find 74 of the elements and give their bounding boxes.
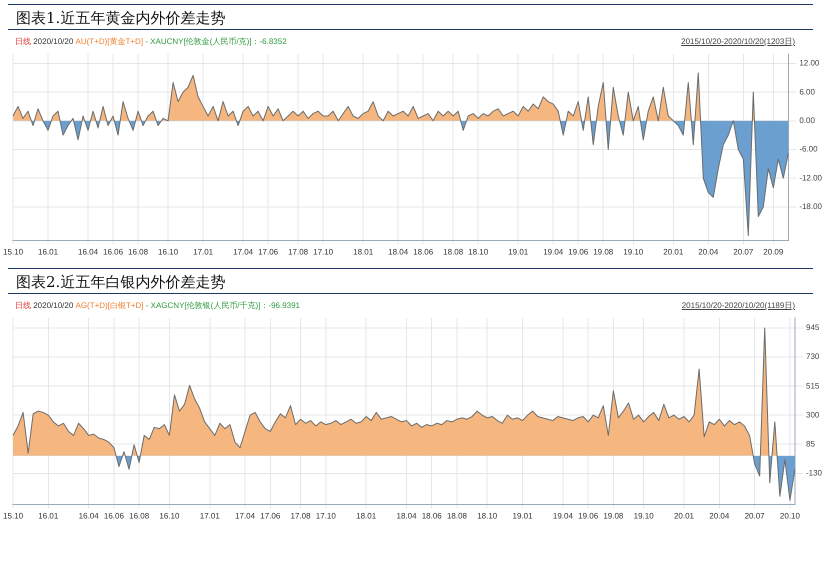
x-tick-label: 17.08 bbox=[288, 247, 309, 256]
x-tick-label: 17.01 bbox=[193, 247, 214, 256]
x-tick-label: 20.04 bbox=[698, 247, 719, 256]
text: AU(T+D)[黄金T+D] bbox=[76, 37, 144, 46]
chart-title: 图表1.近五年黄金内外价差走势 bbox=[8, 4, 813, 30]
x-tick-label: 16.08 bbox=[129, 511, 150, 520]
y-tick-label: 12.00 bbox=[799, 58, 820, 68]
x-tick-label: 20.04 bbox=[709, 511, 730, 520]
x-tick-label: 19.04 bbox=[552, 511, 574, 520]
x-tick-label: 18.08 bbox=[446, 511, 468, 520]
x-tick-label: 19.01 bbox=[512, 511, 534, 520]
text: AG(T+D)[白银T+D] bbox=[76, 301, 145, 310]
x-tick-label: 17.01 bbox=[200, 511, 220, 520]
x-tick-label: 16.01 bbox=[38, 511, 59, 520]
text: - XAUCNY[伦敦金(人民币/克)]：-6.8352 bbox=[145, 37, 287, 46]
chart-title: 图表2.近五年白银内外价差走势 bbox=[8, 268, 813, 294]
x-tick-label: 20.01 bbox=[663, 247, 684, 256]
x-tick-label: 19.01 bbox=[508, 247, 529, 256]
y-tick-label: -6.00 bbox=[799, 144, 818, 154]
y-tick-label: 6.00 bbox=[799, 87, 816, 96]
x-tick-label: 17.08 bbox=[290, 511, 312, 520]
x-tick-label: 19.10 bbox=[623, 247, 644, 256]
y-tick-label: 515 bbox=[806, 381, 820, 390]
text: - XAGCNY[伦敦银(人民币/千克)]：-96.9391 bbox=[146, 301, 300, 310]
x-tick-label: 18.04 bbox=[396, 511, 418, 520]
x-tick-label: 20.01 bbox=[674, 511, 695, 520]
x-tick-label: 19.10 bbox=[634, 511, 654, 520]
x-tick-label: 18.01 bbox=[356, 511, 377, 520]
text: 2015/10/20-2020/10/20(1189日) bbox=[682, 300, 795, 311]
x-tick-label: 20.09 bbox=[763, 247, 784, 256]
x-tick-label: 19.04 bbox=[543, 247, 564, 256]
x-tick-label: 19.08 bbox=[593, 247, 614, 256]
x-tick-label: 16.04 bbox=[78, 511, 100, 520]
x-tick-label: 20.07 bbox=[733, 247, 754, 256]
x-tick-label: 19.06 bbox=[578, 511, 599, 520]
x-tick-label: 17.04 bbox=[235, 511, 256, 520]
x-tick-label: 18.08 bbox=[443, 247, 464, 256]
x-tick-label: 15.10 bbox=[2, 511, 24, 520]
x-tick-label: 17.06 bbox=[258, 247, 279, 256]
x-tick-label: 17.10 bbox=[316, 511, 336, 520]
y-tick-label: 85 bbox=[806, 439, 816, 448]
x-tick-label: 19.08 bbox=[603, 511, 624, 520]
y-tick-label: 945 bbox=[806, 323, 820, 332]
text: 2020/10/20 bbox=[33, 37, 74, 46]
x-tick-label: 20.07 bbox=[744, 511, 766, 520]
y-tick-label: 730 bbox=[806, 352, 820, 362]
text: 日线 bbox=[15, 37, 32, 46]
x-tick-label: 18.04 bbox=[388, 247, 409, 256]
text: 2020/10/20 bbox=[33, 301, 74, 310]
x-tick-label: 18.10 bbox=[477, 511, 498, 520]
y-tick-label: -12.00 bbox=[799, 173, 823, 182]
x-tick-label: 18.01 bbox=[353, 247, 374, 256]
x-tick-label: 16.01 bbox=[38, 247, 59, 256]
x-tick-label: 18.06 bbox=[422, 511, 442, 520]
y-tick-label: 0.00 bbox=[799, 116, 816, 125]
y-tick-label: -130 bbox=[806, 468, 823, 478]
x-tick-label: 17.06 bbox=[260, 511, 281, 520]
x-tick-label: 18.10 bbox=[468, 247, 489, 256]
y-tick-label: 300 bbox=[806, 410, 820, 420]
text: 日线 bbox=[15, 301, 32, 310]
x-tick-label: 16.06 bbox=[104, 511, 124, 520]
x-tick-label: 18.06 bbox=[413, 247, 434, 256]
x-tick-label: 17.04 bbox=[233, 247, 254, 256]
x-tick-label: 16.08 bbox=[128, 247, 149, 256]
y-tick-label: -18.00 bbox=[799, 202, 823, 212]
x-tick-label: 16.10 bbox=[159, 511, 180, 520]
x-tick-label: 17.10 bbox=[313, 247, 334, 256]
x-tick-label: 20.10 bbox=[780, 511, 800, 520]
x-tick-label: 16.06 bbox=[103, 247, 124, 256]
x-tick-label: 19.06 bbox=[568, 247, 589, 256]
x-tick-label: 15.10 bbox=[2, 247, 24, 256]
x-tick-label: 16.04 bbox=[78, 247, 99, 256]
x-tick-label: 16.10 bbox=[158, 247, 179, 256]
text: 2015/10/20-2020/10/20(1203日) bbox=[681, 36, 795, 47]
